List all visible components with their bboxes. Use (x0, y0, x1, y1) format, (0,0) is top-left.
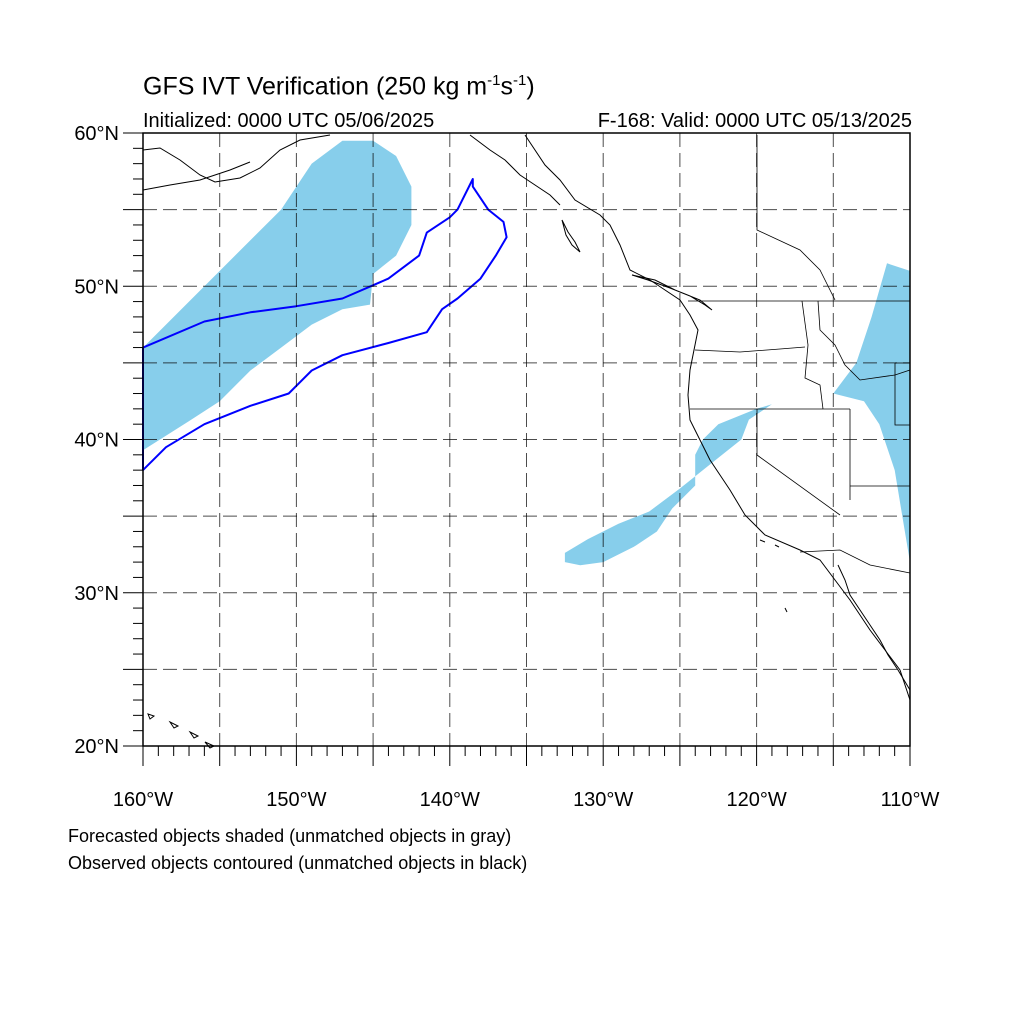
lon-label: 160°W (113, 789, 173, 811)
lon-label: 110°W (881, 789, 940, 811)
north-america-coastline (524, 134, 911, 701)
lat-label: 50°N (74, 276, 119, 298)
tick-marks (123, 132, 911, 766)
lat-label: 60°N (74, 123, 119, 145)
map-title: GFS IVT Verification (250 kg m-1s-1) (143, 72, 535, 101)
alaska-peninsula (142, 161, 251, 191)
alaska-canada-border (756, 135, 836, 301)
observed-objects (142, 178, 508, 472)
forecast-footnote: Forecasted objects shaded (unmatched obj… (68, 826, 512, 846)
haida-gwaii (561, 219, 581, 253)
coastlines (142, 134, 911, 749)
california-nevada-border (756, 409, 841, 516)
vancouver-island (631, 274, 713, 311)
valid-time: F-168: Valid: 0000 UTC 05/13/2025 (597, 110, 912, 132)
us-mexico-border (799, 549, 911, 574)
initialized-time: Initialized: 0000 UTC 05/06/2025 (143, 110, 435, 132)
forecast-object-interior-west (833, 263, 910, 563)
forecast-objects (143, 140, 910, 566)
observed-object-pacific-outline (142, 178, 508, 472)
lat-label: 20°N (74, 736, 119, 758)
graticule (143, 133, 910, 746)
southeast-alaska-islands (469, 134, 561, 206)
lon-label: 140°W (420, 789, 480, 811)
forecast-object-california-coast (564, 404, 772, 566)
lat-label: 40°N (74, 430, 119, 452)
lon-label: 120°W (726, 789, 786, 811)
lat-label: 30°N (74, 583, 119, 605)
lon-label: 150°W (266, 789, 326, 811)
forecast-object-northwest-pacific (143, 140, 412, 451)
idaho-west-border (801, 300, 824, 410)
observed-footnote: Observed objects contoured (unmatched ob… (68, 853, 528, 873)
hawaii-islands (147, 713, 216, 749)
lon-label: 130°W (573, 789, 633, 811)
axis-labels: 60°N 50°N 40°N 30°N 20°N 160°W 150°W 140°W 130°W… (74, 123, 939, 811)
washington-oregon-border (694, 346, 806, 353)
alaska-coast (142, 134, 331, 183)
channel-islands (759, 539, 788, 613)
baja-coastline (837, 564, 911, 691)
